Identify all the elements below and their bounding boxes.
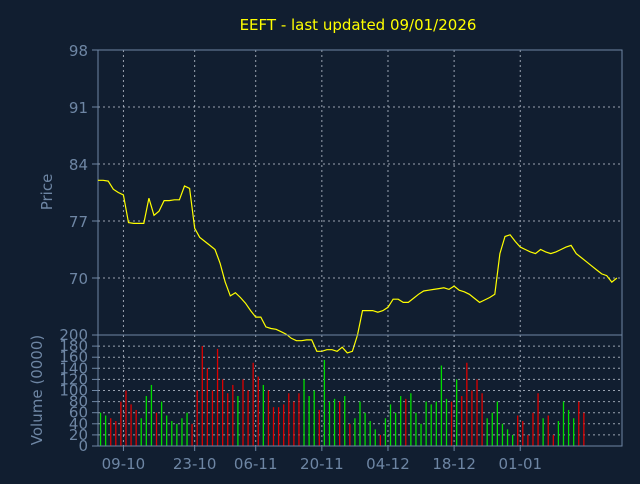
volume-tick-label-4: 80	[69, 393, 88, 411]
volume-tick-label-10: 200	[59, 326, 88, 344]
volume-tick-label-2: 40	[69, 415, 88, 433]
price-tick-label-1: 77	[69, 213, 88, 231]
price-axis-label: Price	[38, 174, 56, 211]
volume-tick-label-0: 0	[78, 437, 88, 455]
volume-tick-label-7: 140	[59, 359, 88, 377]
volume-tick-label-5: 100	[59, 382, 88, 400]
volume-tick-label-1: 20	[69, 426, 88, 444]
x-tick-label-1: 23-10	[173, 455, 217, 473]
x-tick-label-2: 06-11	[234, 455, 278, 473]
price-tick-label-3: 91	[69, 99, 88, 117]
price-series-line	[98, 179, 618, 354]
price-panel: 70 77 84 91 98	[69, 42, 623, 354]
x-tick-label-0: 09-10	[102, 455, 146, 473]
volume-frame	[97, 334, 623, 447]
x-tick-label-5: 18-12	[432, 455, 476, 473]
chart-title: EEFT - last updated 09/01/2026	[240, 16, 477, 34]
price-tick-label-4: 98	[69, 42, 88, 60]
volume-tick-label-6: 120	[59, 370, 88, 388]
price-tick-label-0: 70	[69, 270, 88, 288]
price-frame	[97, 49, 623, 336]
volume-tick-label-8: 160	[59, 348, 88, 366]
volume-axis-label: Volume (0000)	[28, 335, 46, 445]
price-tick-label-2: 84	[69, 156, 88, 174]
x-tick-label-6: 01-01	[498, 455, 542, 473]
volume-tick-label-9: 180	[59, 337, 88, 355]
x-tick-label-4: 04-12	[366, 455, 410, 473]
volume-tick-label-3: 60	[69, 404, 88, 422]
x-tick-label-3: 20-11	[300, 455, 344, 473]
